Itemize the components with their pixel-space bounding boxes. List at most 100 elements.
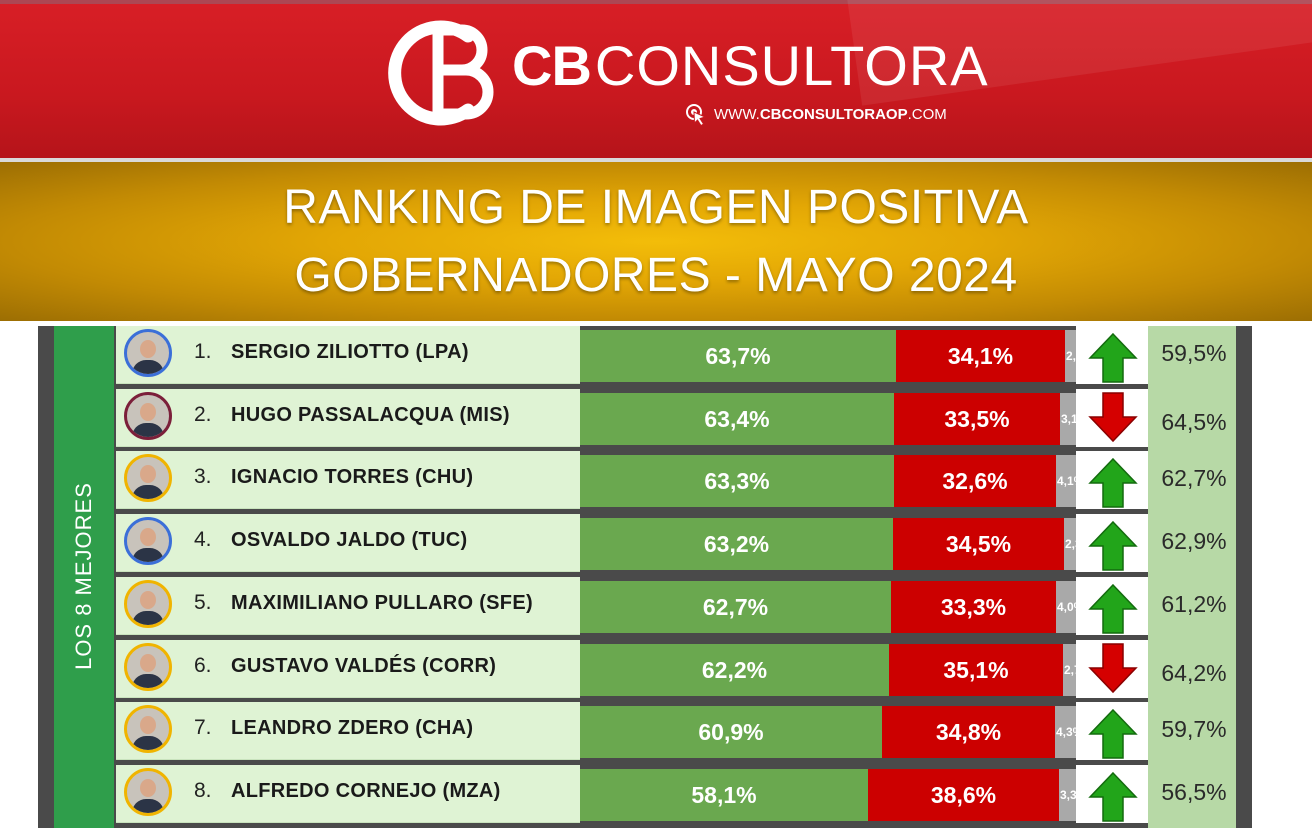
previous-value: 56,5%: [1161, 778, 1227, 805]
side-label-band: [54, 326, 114, 828]
rank-number: 4.: [194, 528, 212, 552]
bar-ns-nc: 2,3%: [1064, 518, 1076, 571]
brand-name: CBCONSULTORA: [512, 36, 989, 96]
trend-cell: [1076, 388, 1148, 447]
trend-cell: [1076, 451, 1148, 510]
cursor-click-icon: [686, 104, 707, 127]
rank-number: 8.: [194, 778, 212, 802]
bar-positive: 63,4%: [580, 392, 894, 445]
stacked-bar: 62,2%35,1%2,7%: [580, 643, 1076, 696]
bar-ns-nc: 4,1%: [1056, 455, 1076, 508]
avatar-body: [132, 548, 164, 563]
table-row: 6. GUSTAVO VALDÉS (CORR) 62,2%35,1%2,7% 64,…: [116, 639, 1246, 698]
avatar-head: [140, 716, 156, 735]
governor-cell: 4. OSVALDO JALDO (TUC): [116, 514, 580, 573]
previous-value-cell: 59,7%: [1148, 702, 1236, 761]
stacked-bar: 63,2%34,5%2,3%: [580, 518, 1076, 571]
ranking-table: LOS 8 MEJORES 1. SERGIO ZILIOTTO (LPA) 63,…: [38, 326, 1252, 828]
avatar-head: [140, 653, 156, 672]
governor-name: OSVALDO JALDO (TUC): [231, 529, 468, 552]
avatar: [124, 642, 172, 691]
arrow-up-icon: [1088, 521, 1138, 571]
table-row: 1. SERGIO ZILIOTTO (LPA) 63,7%34,1%2,2% 59,…: [116, 326, 1246, 384]
trend-cell: [1076, 639, 1148, 698]
bar-ns-nc: 2,2%: [1065, 330, 1076, 382]
avatar-head: [140, 465, 156, 484]
chart-title-line1: RANKING DE IMAGEN POSITIVA: [283, 181, 1029, 234]
trend-cell: [1076, 326, 1148, 384]
avatar-body: [132, 360, 164, 374]
avatar: [124, 329, 172, 377]
stacked-bar: 63,3%32,6%4,1%: [580, 455, 1076, 508]
bar-positive: 63,2%: [580, 518, 893, 571]
avatar: [124, 705, 172, 754]
governor-name: MAXIMILIANO PULLARO (SFE): [231, 591, 533, 614]
governor-cell: 5. MAXIMILIANO PULLARO (SFE): [116, 576, 580, 635]
stacked-bar: 60,9%34,8%4,3%: [580, 706, 1076, 759]
avatar-body: [132, 673, 164, 688]
bar-ns-nc: 3,1%: [1060, 392, 1076, 445]
stacked-bar: 58,1%38,6%3,3%: [580, 768, 1076, 821]
bar-ns-nc: 3,3%: [1059, 768, 1076, 821]
bar-negative: 34,8%: [882, 706, 1055, 759]
avatar: [124, 579, 172, 628]
governor-cell: 8. ALFREDO CORNEJO (MZA): [116, 764, 580, 823]
bar-negative: 33,5%: [894, 392, 1060, 445]
governor-name: GUSTAVO VALDÉS (CORR): [231, 654, 497, 677]
governor-name: HUGO PASSALACQUA (MIS): [231, 403, 510, 426]
rank-number: 7.: [194, 716, 212, 740]
arrow-up-icon: [1088, 332, 1138, 383]
arrow-up-icon: [1088, 709, 1138, 759]
avatar-head: [140, 778, 156, 797]
url-suffix: .COM: [907, 106, 947, 123]
governor-cell: 6. GUSTAVO VALDÉS (CORR): [116, 639, 580, 698]
governor-name: LEANDRO ZDERO (CHA): [231, 717, 474, 740]
trend-cell: [1076, 514, 1148, 573]
previous-value-cell: 59,5%: [1148, 326, 1236, 384]
bar-negative: 34,1%: [896, 330, 1065, 382]
website-url[interactable]: WWW.CBCONSULTORAOP.COM: [684, 102, 947, 128]
previous-value-cell: 62,9%: [1148, 514, 1236, 573]
bar-positive: 63,7%: [580, 330, 896, 382]
avatar-head: [140, 340, 156, 358]
previous-value-cell: 64,2%: [1148, 639, 1236, 698]
avatar: [124, 391, 172, 440]
table-row: 3. IGNACIO TORRES (CHU) 63,3%32,6%4,1% 62,7…: [116, 451, 1246, 510]
avatar-body: [132, 736, 164, 751]
rank-number: 1.: [194, 340, 212, 363]
previous-value-cell: 61,2%: [1148, 576, 1236, 635]
previous-value: 62,7%: [1161, 465, 1227, 492]
previous-value: 64,5%: [1161, 408, 1227, 435]
arrow-down-icon: [1088, 391, 1138, 442]
table-row: 4. OSVALDO JALDO (TUC) 63,2%34,5%2,3% 62,9%: [116, 514, 1246, 573]
rank-number: 5.: [194, 590, 212, 614]
avatar-body: [132, 485, 164, 500]
rank-number: 6.: [194, 653, 212, 677]
previous-value: 59,7%: [1161, 716, 1227, 743]
chart-title-line2: GOBERNADORES - MAYO 2024: [294, 249, 1018, 302]
brand-cb: CB: [512, 34, 592, 97]
bar-positive: 62,7%: [580, 580, 891, 633]
previous-value: 61,2%: [1161, 590, 1227, 617]
avatar-body: [132, 422, 164, 437]
arrow-down-icon: [1088, 642, 1138, 693]
avatar-head: [140, 590, 156, 609]
bar-negative: 32,6%: [894, 455, 1056, 508]
avatar: [124, 517, 172, 566]
table-row: 5. MAXIMILIANO PULLARO (SFE) 62,7% 33,3% 4,0…: [116, 576, 1246, 635]
avatar: [124, 767, 172, 816]
url-domain: CBCONSULTORAOP: [759, 106, 908, 123]
previous-value-cell: 62,7%: [1148, 451, 1236, 510]
side-label: LOS 8 MEJORES: [71, 482, 96, 670]
table-row: 2. HUGO PASSALACQUA (MIS) 63,4%33,5%3,1% 64…: [116, 388, 1246, 447]
governor-cell: 7. LEANDRO ZDERO (CHA): [116, 702, 580, 761]
governor-cell: 2. HUGO PASSALACQUA (MIS): [116, 388, 580, 447]
bar-ns-nc: 4,0%: [1056, 580, 1076, 633]
table-row: 7. LEANDRO ZDERO (CHA) 60,9%34,8%4,3% 59,7%: [116, 702, 1246, 761]
trend-cell: [1076, 702, 1148, 761]
governor-name: SERGIO ZILIOTTO (LPA): [231, 341, 469, 363]
previous-value: 62,9%: [1161, 528, 1227, 555]
governor-name: IGNACIO TORRES (CHU): [231, 466, 474, 489]
bar-ns-nc: 4,3%: [1055, 706, 1076, 759]
header: CBCONSULTORA WWW.CBCONSULTORAOP.COM: [0, 0, 1312, 158]
